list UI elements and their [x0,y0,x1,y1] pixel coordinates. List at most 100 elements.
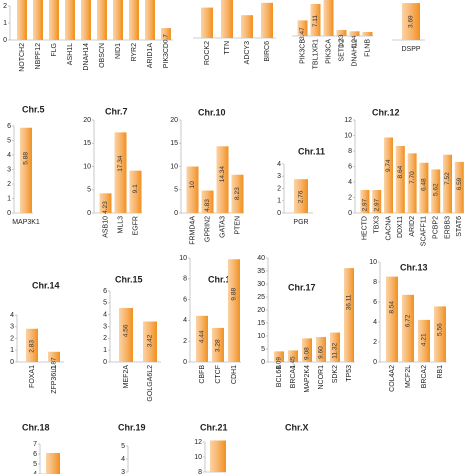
x-tick-label: ADCY3 [244,41,251,64]
x-tick-label: BIRC6 [264,41,271,62]
value-label: 7.11 [312,15,319,28]
y-tick-label: 10 [179,255,187,262]
x-tick-label: MEF2A [123,365,130,389]
bar [344,268,354,362]
chart-title: Chr.15 [115,274,143,284]
y-tick-label: 3 [10,324,14,331]
bar [419,162,429,213]
y-tick-label: 40 [257,255,265,262]
bar [129,0,139,40]
bar [349,31,360,36]
bar [145,0,155,40]
y-tick-label: 4 [183,317,187,324]
bar [323,0,334,36]
value-label: 8.64 [397,165,404,178]
x-tick-label: ASH1L [67,43,74,65]
y-tick-label: 10 [83,163,91,170]
bar [17,0,27,40]
y-tick-label: 10 [170,163,178,170]
value-label: 4.56 [123,324,130,337]
y-tick-label: 0 [183,359,187,366]
x-tick-label: CACNA [385,216,392,241]
x-tick-label: MCF2L [405,365,412,388]
value-label: 8.23 [234,187,241,200]
y-tick-label: 2 [277,185,281,192]
x-tick-label: TBL1XR1 [312,39,319,69]
bar [418,319,430,362]
value-label: 6.48 [421,178,428,191]
x-tick-label: TP53 [346,365,353,382]
value-label: 4.83 [204,199,211,212]
bar [454,161,464,213]
x-tick-label: CBFB [199,365,206,384]
y-tick-label: 8 [348,148,352,155]
bar [113,0,123,40]
y-tick-label: 20 [170,117,178,124]
value-label: 2.76 [298,190,305,203]
chart-title: Chr.17 [288,282,316,292]
bar [360,189,370,213]
x-tick-label: SETD2 [338,39,345,62]
bar [201,190,214,213]
x-tick-label: GPRIN2 [204,216,211,242]
bar [196,315,208,362]
x-tick-label: COL4A2 [389,365,396,392]
y-tick-label: 8 [373,279,377,286]
bar [97,0,107,40]
y-tick-label: 4 [277,161,281,168]
bar [316,337,326,362]
x-tick-label: BRCA2 [421,365,428,388]
bar [46,453,60,474]
x-tick-label: PGR [293,219,308,226]
x-tick-label: PIK3CB [299,39,306,64]
bar [221,0,233,38]
y-tick-label: 0 [277,210,281,217]
y-tick-label: 1 [10,347,14,354]
y-tick-label: 15 [83,140,91,147]
y-tick-label: 10 [344,132,352,139]
x-tick-label: DNAH14 [83,43,90,71]
x-tick-label: PIK3CD [163,43,170,68]
x-tick-label: FLNB [364,39,371,57]
x-tick-label: HECTD [362,216,369,240]
y-tick-label: 30 [257,281,265,288]
value-label: 2.97 [373,198,380,211]
bar [186,166,199,213]
y-tick-label: 6 [373,299,377,306]
x-tick-label: MAP2K4 [304,365,311,393]
y-tick-label: 12 [194,439,202,446]
value-label: 2.83 [29,340,36,353]
y-tick-label: 8 [183,276,187,283]
chart-title: Chr.7 [105,106,128,116]
x-tick-label: CDH1 [231,365,238,384]
value-label: 8.54 [389,301,396,314]
bar [210,440,226,472]
y-tick-label: 2 [348,194,352,201]
x-tick-label: STAT6 [456,216,463,237]
y-tick-label: 4 [10,312,14,319]
y-tick-label: 15 [257,320,265,327]
bar [402,3,420,41]
value-label: 0.7 [163,34,170,43]
bar [395,146,405,213]
y-tick-label: 3 [277,173,281,180]
chart-title: Chr.5 [22,104,45,114]
bar [48,351,60,362]
x-tick-label: DSPP [401,46,420,53]
x-tick-label: ARID2 [409,216,416,237]
y-tick-label: 0 [10,359,14,366]
y-tick-label: 0 [103,359,107,366]
value-label: 4.23 [102,201,109,214]
x-tick-label: FRMD4A [189,216,196,245]
chart-title: Chr.12 [372,107,400,117]
y-tick-label: 1 [103,347,107,354]
y-tick-label: 4 [348,179,352,186]
y-tick-label: 3 [103,323,107,330]
y-tick-label: 0 [87,210,91,217]
value-label: 4.44 [199,330,206,343]
x-tick-label: GATA3 [219,216,226,238]
bar [216,146,229,213]
y-tick-label: 7 [33,441,37,448]
x-tick-label: ERBB3 [444,216,451,239]
bar [99,193,112,213]
